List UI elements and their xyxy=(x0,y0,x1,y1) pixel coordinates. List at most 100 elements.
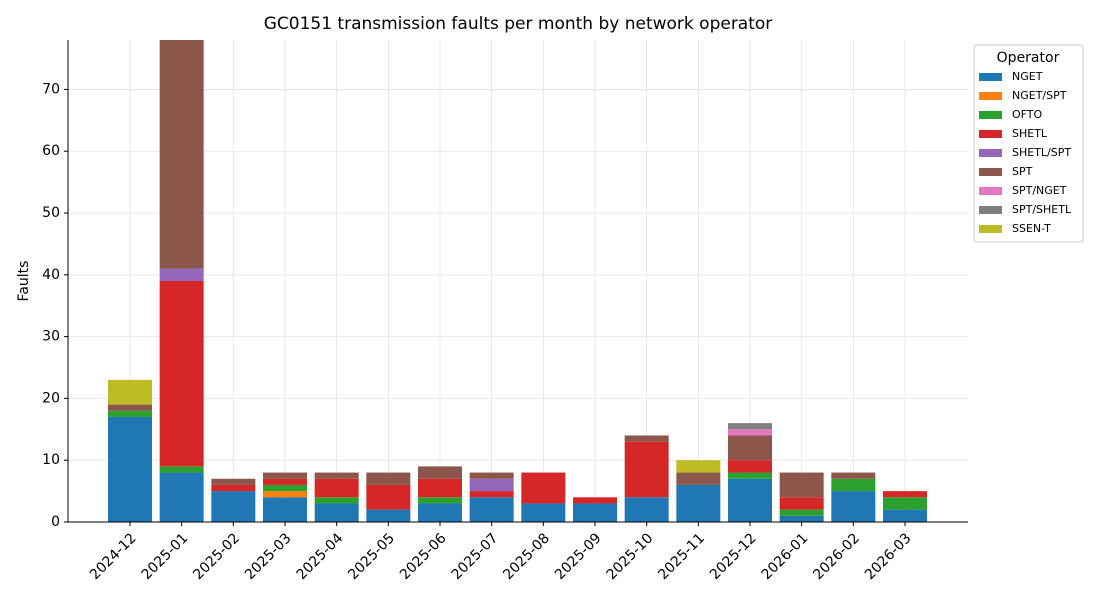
bar-segment xyxy=(263,478,307,485)
bar-segment xyxy=(314,503,359,522)
bar-segment xyxy=(883,497,927,510)
bar-segment xyxy=(418,503,462,522)
y-tick-label: 50 xyxy=(42,205,60,221)
bar-segment xyxy=(108,416,152,522)
bar-segment xyxy=(728,429,772,436)
bar-segment xyxy=(211,478,256,485)
x-tick-label: 2026-03 xyxy=(862,530,915,583)
legend-label: SPT/NGET xyxy=(1012,184,1067,197)
bar-segment xyxy=(728,472,772,479)
y-tick-label: 60 xyxy=(42,143,60,159)
bar-segment xyxy=(263,491,307,498)
bar-segment xyxy=(573,503,617,522)
bar-segment xyxy=(779,497,824,510)
legend-label: NGET xyxy=(1012,70,1043,83)
x-tick-label: 2025-04 xyxy=(294,530,347,583)
bar-segment xyxy=(366,472,411,485)
y-tick-label: 30 xyxy=(42,329,60,345)
bar-segment xyxy=(418,478,462,498)
bar-segment xyxy=(211,491,256,522)
x-tick-label: 2025-02 xyxy=(190,530,243,583)
bar-segment xyxy=(108,404,152,411)
bar-segment xyxy=(159,268,204,281)
bar-segment xyxy=(779,515,824,522)
bar-segment xyxy=(469,478,514,492)
bar-segment xyxy=(521,503,566,522)
bar-segment xyxy=(418,466,462,479)
legend-label: SHETL xyxy=(1012,127,1048,140)
x-tick-label: 2025-10 xyxy=(604,530,657,583)
legend-swatch xyxy=(979,168,1002,176)
bar-segment xyxy=(728,478,772,522)
bar-segment xyxy=(418,497,462,504)
bar-segment xyxy=(676,484,721,522)
bar-segment xyxy=(469,491,514,498)
bar-segment xyxy=(883,509,927,522)
bar-segment xyxy=(883,491,927,498)
bar-segment xyxy=(159,40,204,269)
bar-segment xyxy=(159,472,204,522)
bar-segment xyxy=(263,472,307,479)
y-tick-label: 40 xyxy=(42,267,60,283)
y-tick-label: 70 xyxy=(42,81,60,97)
x-tick-label: 2025-06 xyxy=(397,530,450,583)
legend-title: Operator xyxy=(997,50,1060,66)
bar-segment xyxy=(831,491,876,522)
legend-swatch xyxy=(979,225,1002,233)
bar-segment xyxy=(831,478,876,492)
x-tick-label: 2025-01 xyxy=(139,530,192,583)
bar-segment xyxy=(211,484,256,492)
bar-segment xyxy=(469,497,514,522)
x-tick-label: 2024-12 xyxy=(87,530,140,583)
bar-segment xyxy=(676,472,721,485)
bar-segment xyxy=(624,435,669,442)
legend-label: NGET/SPT xyxy=(1012,89,1067,102)
bar-segment xyxy=(263,484,307,492)
x-tick-label: 2025-03 xyxy=(242,530,295,583)
legend-label: SPT xyxy=(1012,165,1033,178)
x-tick-label: 2025-08 xyxy=(500,530,553,583)
x-tick-label: 2026-01 xyxy=(759,530,812,583)
y-tick-label: 0 xyxy=(51,514,60,530)
y-tick-label: 10 xyxy=(42,452,60,468)
bar-segment xyxy=(314,497,359,504)
bar-segment xyxy=(314,478,359,498)
bar-segment xyxy=(676,460,721,473)
y-axis-label: Faults xyxy=(16,261,32,302)
bar-segment xyxy=(469,472,514,479)
bar-segment xyxy=(366,509,411,522)
x-tick-label: 2025-05 xyxy=(345,530,398,583)
bar-segment xyxy=(314,472,359,479)
legend-swatch xyxy=(979,130,1002,138)
x-tick-label: 2025-07 xyxy=(449,530,502,583)
bar-segment xyxy=(728,423,772,430)
x-tick-label: 2026-02 xyxy=(810,530,863,583)
x-tick-label: 2025-12 xyxy=(707,530,760,583)
bar-segment xyxy=(108,379,152,405)
legend-swatch xyxy=(979,92,1002,100)
bar-segment xyxy=(624,441,669,498)
bar-segment xyxy=(366,484,411,510)
legend-label: SPT/SHETL xyxy=(1012,203,1072,216)
legend-swatch xyxy=(979,149,1002,157)
x-tick-label: 2025-11 xyxy=(655,530,708,583)
bar-segment xyxy=(728,460,772,473)
bar-segment xyxy=(263,497,307,522)
bar-segment xyxy=(573,497,617,504)
bar-segment xyxy=(159,281,204,467)
legend-swatch xyxy=(979,73,1002,81)
chart-title: GC0151 transmission faults per month by … xyxy=(264,14,773,34)
bar-segment xyxy=(728,435,772,461)
legend-swatch xyxy=(979,111,1002,119)
bar-segment xyxy=(159,466,204,473)
legend-label: SSEN-T xyxy=(1012,222,1051,235)
bar-segment xyxy=(779,509,824,516)
bar-segment xyxy=(521,472,566,504)
bar-segment xyxy=(108,410,152,417)
legend-label: OFTO xyxy=(1012,108,1043,121)
y-tick-label: 20 xyxy=(42,390,60,406)
legend-swatch xyxy=(979,206,1002,214)
bar-segment xyxy=(624,497,669,522)
legend-swatch xyxy=(979,187,1002,195)
